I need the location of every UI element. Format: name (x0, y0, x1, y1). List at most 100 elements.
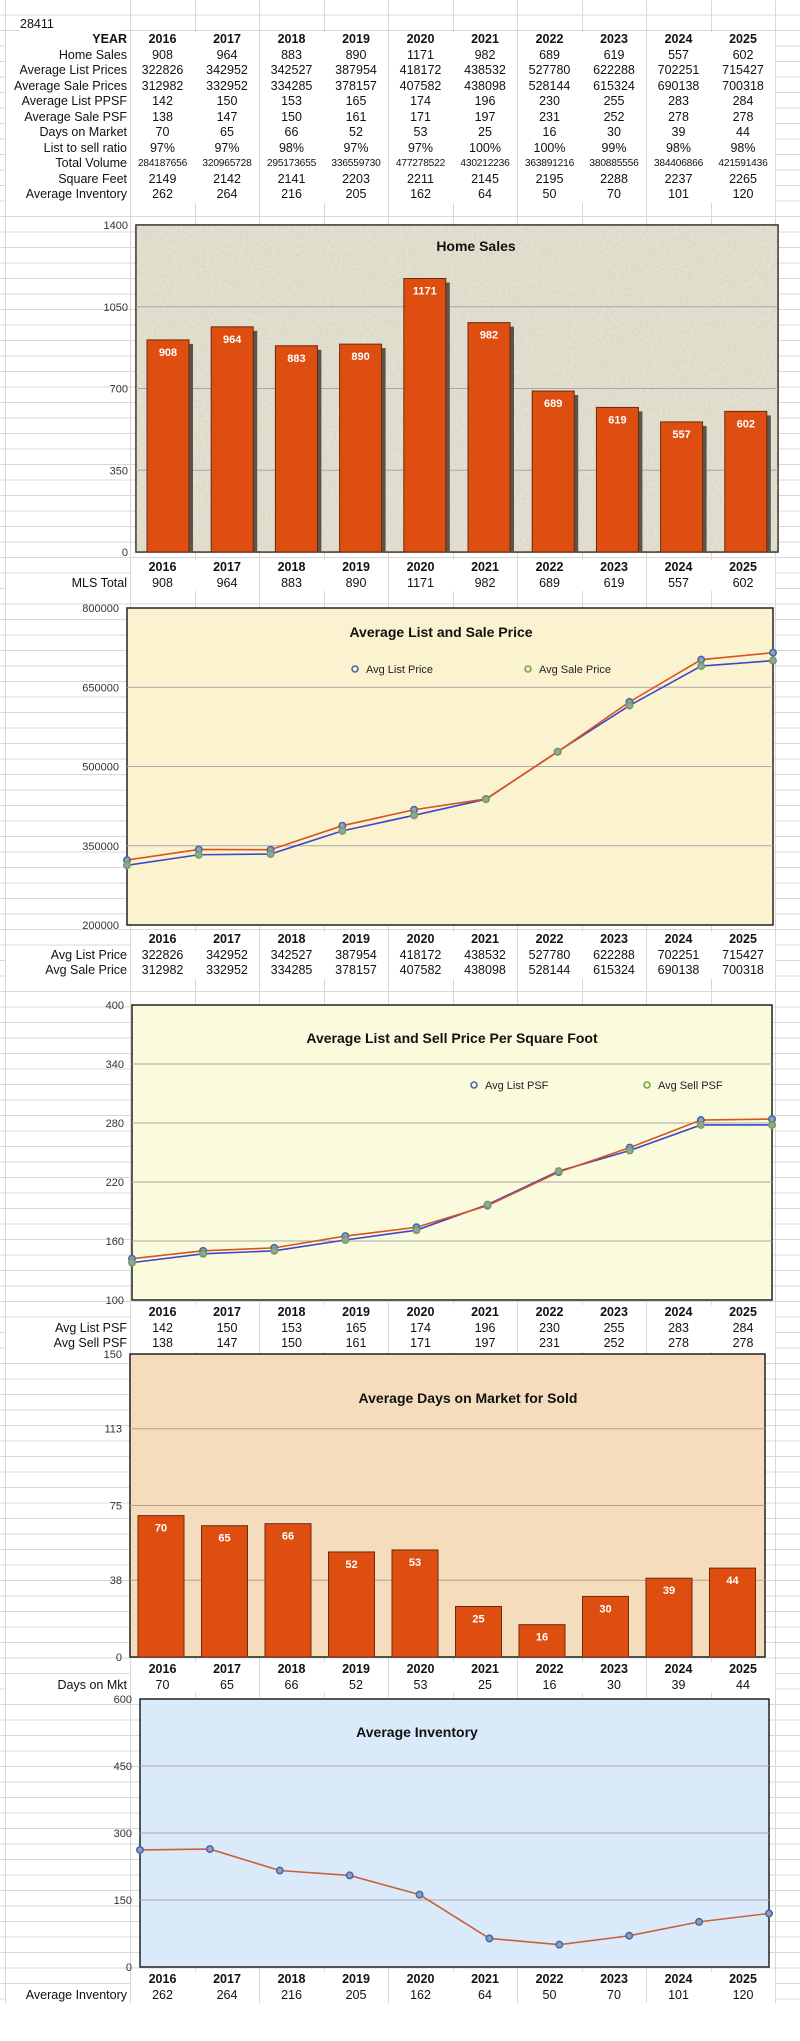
chart-table-row-cell: 278 (646, 1336, 711, 1352)
x-axis-label: 2024 (646, 932, 711, 948)
x-axis-label: 2020 (388, 1305, 453, 1321)
bar (264, 1523, 312, 1658)
table-row-cell: 602 (711, 47, 775, 63)
chart-table-row-cell: 908 (130, 575, 195, 591)
column-divider (581, 0, 583, 2003)
chart-table-row-cell: 283 (646, 1320, 711, 1336)
table-row-cell: 196 (453, 94, 517, 110)
table-row-cell: 557 (646, 47, 711, 63)
x-axis-label: 2022 (517, 1662, 582, 1678)
table-row-cell: 50 (517, 187, 582, 203)
chart-table-row-cell: 30 (582, 1677, 646, 1693)
chart-table-row-cell: 264 (195, 1987, 259, 2003)
chart-5: 0 150 300 450 600 Average Inventory (114, 1694, 773, 1974)
bar-data-label: 890 (351, 351, 369, 363)
bar-data-label: 70 (155, 1523, 167, 1535)
table-row-cell: 363891216 (517, 156, 582, 172)
chart-table-row-cell: 165 (324, 1320, 388, 1336)
x-axis-label: 2022 (517, 560, 582, 576)
table-row-cell: 98% (259, 140, 324, 156)
x-axis-label: 2021 (453, 1305, 517, 1321)
x-axis-label: 2017 (195, 1972, 259, 1988)
chart-table-row-label: Days on Mkt (6, 1677, 130, 1693)
table-row-cell: 2149 (130, 171, 195, 187)
table-row-label: Average Sale Prices (6, 78, 130, 94)
table-row-cell: 44 (711, 125, 775, 141)
chart-table-row-cell: 230 (517, 1320, 582, 1336)
x-axis-label: 2017 (195, 932, 259, 948)
table-row-cell: 715427 (711, 63, 775, 79)
chart-table-row-cell: 252 (582, 1336, 646, 1352)
table-row-cell: 161 (324, 109, 388, 125)
table-row-cell: 2141 (259, 171, 324, 187)
table-row-label: List to sell ratio (6, 140, 130, 156)
year-header-row-cell: 2025 (711, 32, 775, 48)
table-row-cell: 97% (324, 140, 388, 156)
x-axis-label: 2016 (130, 932, 195, 948)
y-tick-label: 100 (106, 1295, 124, 1307)
y-tick-label: 400 (106, 1000, 124, 1012)
y-tick-label: 1400 (104, 220, 128, 232)
chart-table-row-cell: 255 (582, 1320, 646, 1336)
x-axis-label: 2019 (324, 1305, 388, 1321)
table-row-cell: 70 (130, 125, 195, 141)
data-point (695, 1917, 704, 1926)
bar-data-label: 908 (159, 347, 177, 359)
table-row-cell: 30 (582, 125, 646, 141)
chart-table-row-cell: 66 (259, 1677, 324, 1693)
table-row-cell: 387954 (324, 63, 388, 79)
table-row-cell: 165 (324, 94, 388, 110)
table-row-cell: 216 (259, 187, 324, 203)
column-divider (130, 0, 131, 2003)
x-axis-label: 2024 (646, 1972, 711, 1988)
year-header-row-cell: 2021 (453, 32, 517, 48)
table-row-cell: 2265 (711, 171, 775, 187)
bar (328, 1551, 375, 1658)
chart-table-row-cell: 161 (324, 1336, 388, 1352)
legend-marker (643, 1081, 651, 1089)
chart-table-row-cell: 332952 (195, 963, 259, 979)
y-tick-label: 200000 (82, 920, 119, 932)
table-row-cell: 25 (453, 125, 517, 141)
table-row-cell: 322826 (130, 63, 195, 79)
data-point (136, 1845, 145, 1854)
table-row-cell: 332952 (195, 78, 259, 94)
series-line (139, 1848, 770, 1946)
column-divider (452, 0, 454, 2003)
data-point (266, 850, 275, 859)
chart-3: 100 160 220 280 340 400 Average List and Sell … (106, 1000, 776, 1307)
table-row-cell: 320965728 (195, 156, 259, 172)
chart-table-row-cell: 527780 (517, 947, 582, 963)
chart-table-row-cell: 690138 (646, 963, 711, 979)
legend-label: Avg List Price (366, 664, 433, 676)
chart-table-row-cell: 615324 (582, 963, 646, 979)
y-tick-label: 1050 (104, 302, 128, 314)
bar-data-label: 619 (608, 414, 626, 426)
table-row-label: Average Inventory (6, 187, 130, 203)
table-row-cell: 2142 (195, 171, 259, 187)
y-tick-label: 500000 (82, 762, 119, 774)
y-tick-label: 75 (110, 1501, 122, 1513)
table-row-cell: 421591436 (711, 156, 775, 172)
x-axis-label: 2020 (388, 1662, 453, 1678)
table-row-cell: 890 (324, 47, 388, 63)
table-row-cell: 438532 (453, 63, 517, 79)
table-row-cell: 70 (582, 187, 646, 203)
legend-marker (524, 665, 532, 673)
table-row-cell: 64 (453, 187, 517, 203)
table-row-cell: 477278522 (388, 156, 453, 172)
data-point (481, 795, 490, 804)
chart-table-row-cell: 407582 (388, 963, 453, 979)
x-axis-label: 2024 (646, 560, 711, 576)
x-axis-label: 2025 (711, 1662, 775, 1678)
chart-table-row-cell: 883 (259, 575, 324, 591)
table-row-cell: 690138 (646, 78, 711, 94)
data-point (555, 1940, 564, 1949)
chart-table-row-cell: 231 (517, 1336, 582, 1352)
table-row-cell: 252 (582, 109, 646, 125)
bar-data-label: 16 (536, 1632, 548, 1644)
table-row-cell: 2195 (517, 171, 582, 187)
chart-table-row-cell: 689 (517, 575, 582, 591)
chart-table-row-cell: 284 (711, 1320, 775, 1336)
